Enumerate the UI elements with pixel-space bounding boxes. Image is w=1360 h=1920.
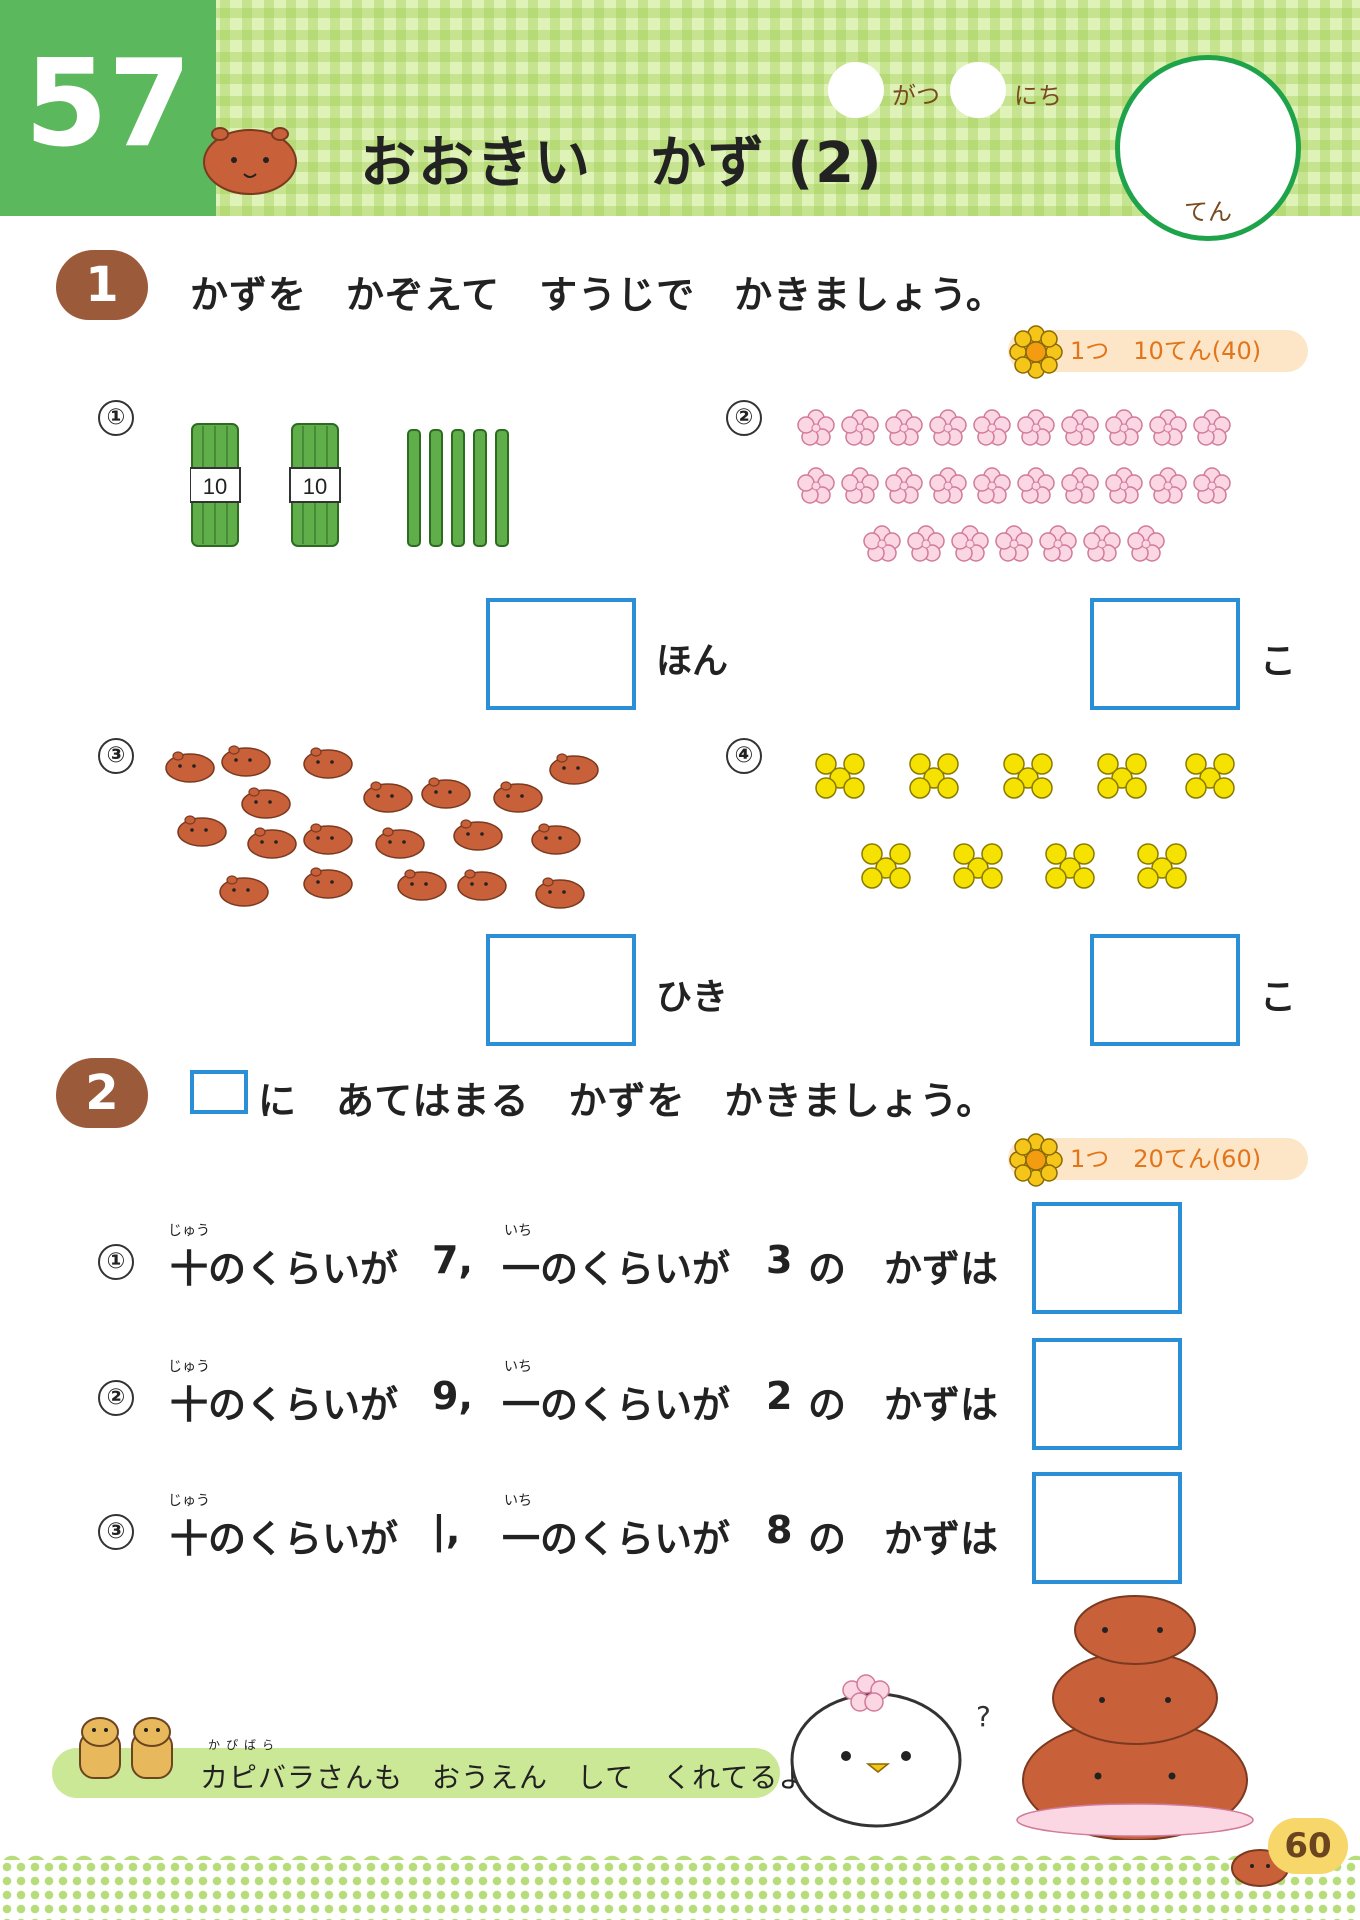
cheering-capybaras-icon	[79, 1717, 173, 1779]
section-1-points: 1つ 10てん(40)	[1008, 330, 1308, 372]
q2-3-tens-digit: |,	[432, 1508, 461, 1552]
q2-2-tail: の かずは	[808, 1383, 999, 1427]
stick-bundle-1	[190, 423, 241, 547]
answer-box-1-2[interactable]	[1090, 598, 1240, 710]
speech-bubble	[52, 1748, 780, 1798]
blossom-row-1	[797, 409, 1231, 446]
answer-box-2-1[interactable]	[1032, 1202, 1182, 1314]
section-2-number: 2	[85, 1065, 119, 1121]
flower-icon	[1009, 1133, 1063, 1187]
ruby-jyuu-3: じゅう	[168, 1493, 210, 1509]
score-circle[interactable]	[1115, 55, 1301, 241]
month-label: がつ	[892, 82, 940, 110]
ruby-kapibara: かぴばら	[208, 1738, 281, 1752]
q2-1-tens-digit: 7,	[432, 1238, 473, 1282]
section-1-number: 1	[85, 257, 119, 313]
bundle-label-1: 10	[202, 474, 228, 499]
yellow-balls-illustration	[815, 753, 1235, 889]
ruby-ichi-2: いち	[504, 1359, 532, 1375]
ball-group-row-1	[815, 753, 1235, 799]
answer-box-1-3[interactable]	[486, 934, 636, 1046]
capybara-icon	[203, 127, 297, 195]
ruby-jyuu-2: じゅう	[168, 1359, 210, 1375]
unit-1-3: ひき	[656, 977, 729, 1018]
q2-1-tens-text: 十のくらいが	[170, 1247, 399, 1291]
blossom-row-3	[863, 525, 1165, 562]
footer-message: カピバラさんも おうえん して くれてるよ。	[200, 1761, 837, 1794]
ruby-ichi-3: いち	[504, 1493, 532, 1509]
capybaras-illustration	[165, 745, 599, 909]
white-bird-icon	[790, 1674, 962, 1828]
q2-3-ones-digit: 8	[766, 1508, 793, 1552]
q1-2-number: ②	[726, 400, 762, 436]
unit-1-1: ほん	[656, 641, 729, 682]
bundle-label-2: 10	[302, 474, 328, 499]
flower-icon	[1009, 325, 1063, 379]
q2-1-ones-text: 一のくらいが	[502, 1247, 731, 1291]
q2-2-ones-digit: 2	[766, 1374, 793, 1418]
q2-1-tail: の かずは	[808, 1247, 999, 1291]
page-number: 60	[1268, 1818, 1348, 1874]
lesson-number: 57	[24, 35, 192, 174]
day-label: にち	[1014, 82, 1062, 110]
stacked-capybaras-icon	[1016, 1595, 1254, 1840]
q1-3-number: ③	[98, 738, 134, 774]
answer-box-1-1[interactable]	[486, 598, 636, 710]
section-2-badge	[56, 1058, 148, 1128]
q2-3-ones-text: 一のくらいが	[502, 1517, 731, 1561]
blossom-row-2	[797, 467, 1231, 504]
q2-1-number: ①	[98, 1244, 134, 1280]
unit-1-4: こ	[1260, 977, 1297, 1018]
single-sticks	[407, 429, 509, 547]
q2-2-tens-digit: 9,	[432, 1374, 473, 1418]
day-blank[interactable]	[950, 62, 1006, 118]
q1-1-number: ①	[98, 400, 134, 436]
ruby-ichi-1: いち	[504, 1223, 532, 1239]
answer-box-2-3[interactable]	[1032, 1472, 1182, 1584]
footer-dotted-strip	[0, 1860, 1360, 1920]
cherry-blossoms-illustration	[797, 409, 1231, 562]
answer-box-1-4[interactable]	[1090, 934, 1240, 1046]
section-2-instruction: に あてはまる かずを かきましょう。	[258, 1079, 996, 1123]
capybara-group	[165, 745, 599, 909]
month-blank[interactable]	[828, 62, 884, 118]
q1-4-number: ④	[726, 738, 762, 774]
ruby-jyuu-1: じゅう	[168, 1223, 210, 1239]
blank-box-sample	[190, 1070, 248, 1114]
q2-2-number: ②	[98, 1380, 134, 1416]
unit-1-2: こ	[1260, 641, 1297, 682]
q2-3-number: ③	[98, 1514, 134, 1550]
section-1-badge	[56, 250, 148, 320]
lesson-number-tab	[0, 0, 216, 216]
q2-1-ones-digit: 3	[766, 1238, 793, 1282]
q2-3-tail: の かずは	[808, 1517, 999, 1561]
question-mark: ?	[976, 1700, 991, 1733]
score-label: てん	[1184, 198, 1232, 226]
stick-bundles-illustration	[190, 423, 509, 547]
q2-2-ones-text: 一のくらいが	[502, 1383, 731, 1427]
stick-bundle-2	[289, 423, 341, 547]
answer-box-2-2[interactable]	[1032, 1338, 1182, 1450]
ball-group-row-2	[861, 843, 1187, 889]
page-title: おおきい かず (2)	[360, 131, 884, 196]
q2-3-tens-text: 十のくらいが	[170, 1517, 399, 1561]
q2-2-tens-text: 十のくらいが	[170, 1383, 399, 1427]
section-1-instruction: かずを かぞえて すうじで かきましょう。	[190, 273, 1005, 317]
